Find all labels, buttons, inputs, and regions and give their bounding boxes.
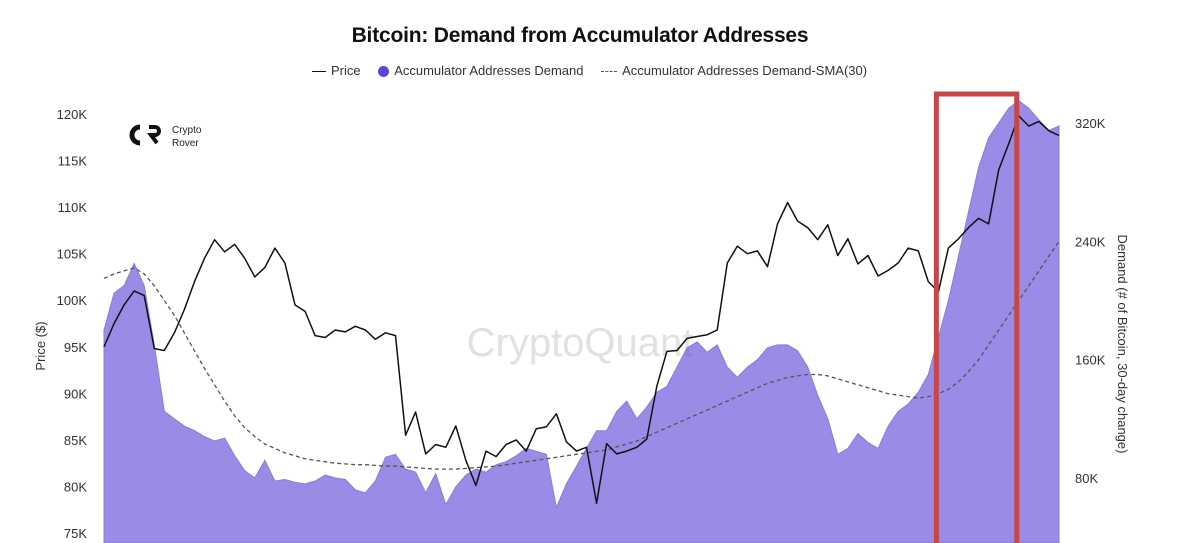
left-tick-label: 90K — [64, 386, 87, 401]
left-tick-label: 100K — [57, 293, 88, 308]
left-tick-label: 95K — [64, 340, 87, 355]
right-axis-ticks: 320K 240K 160K 80K — [1075, 116, 1106, 486]
series-price-line — [103, 115, 1060, 504]
legend-label-demand: Accumulator Addresses Demand — [394, 63, 584, 79]
logo-text-line1: Crypto — [172, 125, 202, 136]
legend-item-demand[interactable]: Accumulator Addresses Demand — [378, 63, 584, 79]
legend: Price Accumulator Addresses Demand Accum… — [0, 62, 1179, 78]
right-axis-title: Demand (# of Bitcoin, 30-day change) — [1115, 235, 1130, 454]
right-tick-label: 80K — [1075, 471, 1098, 486]
left-axis-ticks: 120K 115K 110K 105K 100K 95K 90K 85K 80K 75K — [57, 107, 88, 541]
right-tick-label: 240K — [1075, 234, 1106, 249]
legend-dot-swatch — [378, 66, 390, 78]
logo-r-mark — [147, 125, 161, 145]
legend-item-price[interactable]: Price — [311, 63, 361, 79]
legend-label-sma: Accumulator Addresses Demand-SMA(30) — [622, 63, 868, 79]
cryptorover-logo: Crypto Rover — [129, 124, 202, 149]
series-layer — [103, 100, 1060, 543]
left-tick-label: 115K — [58, 154, 88, 169]
right-tick-label: 160K — [1075, 353, 1106, 368]
left-tick-label: 105K — [57, 247, 88, 262]
legend-item-sma[interactable]: Accumulator Addresses Demand-SMA(30) — [601, 63, 867, 78]
legend-line-swatch — [311, 71, 326, 73]
left-tick-label: 110K — [58, 200, 88, 215]
legend-label-price: Price — [330, 63, 361, 79]
highlight-box — [933, 91, 1020, 543]
left-tick-label: 80K — [64, 479, 87, 494]
right-tick-label: 320K — [1075, 116, 1106, 131]
chart-title: Bitcoin: Demand from Accumulator Address… — [351, 24, 809, 47]
legend-dash-swatch — [601, 71, 618, 73]
left-tick-label: 85K — [64, 433, 87, 448]
watermark: CryptoQuant — [467, 321, 694, 365]
logo-text-line2: Rover — [172, 138, 199, 149]
series-sma-line — [103, 240, 1060, 470]
logo-c-mark — [129, 124, 141, 146]
left-axis-title: Price ($) — [33, 321, 48, 370]
left-tick-label: 120K — [57, 107, 88, 122]
left-tick-label: 75K — [64, 526, 87, 541]
